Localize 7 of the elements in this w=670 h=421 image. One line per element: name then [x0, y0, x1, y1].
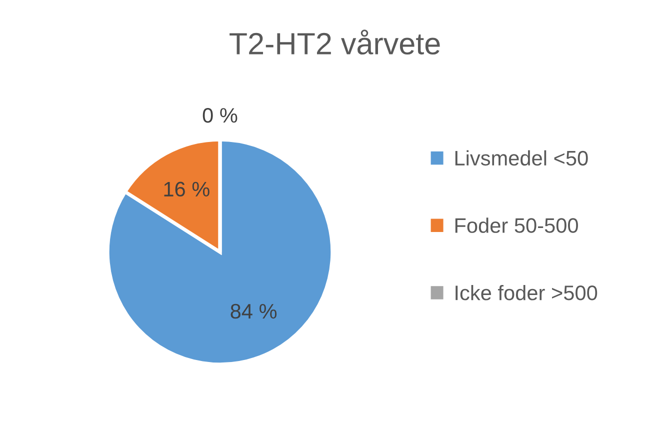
legend-label: Icke foder >500: [456, 284, 598, 300]
legend-label: Livsmedel <50: [455, 150, 588, 166]
text: 0 %: [202, 108, 238, 123]
data-label: 16 %: [164, 182, 210, 197]
chart-title: T2-HT2 vårvete: [230, 30, 440, 55]
data-label: 84 %: [230, 304, 277, 319]
legend-label: Foder 50-500: [455, 218, 578, 233]
